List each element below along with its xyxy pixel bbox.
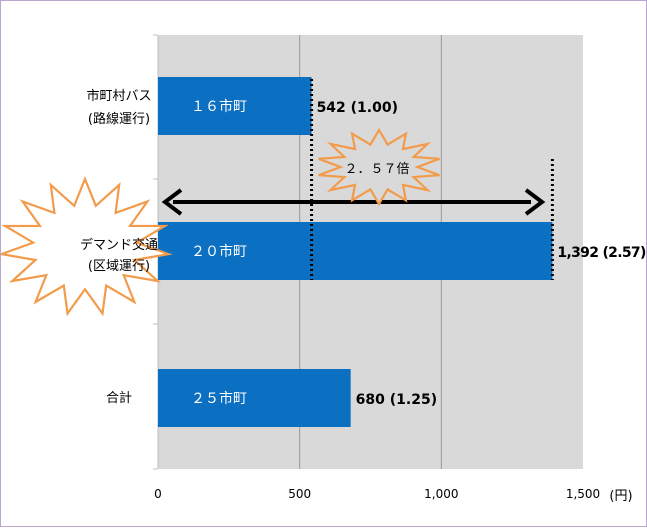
category-label-2-line1: 合計 <box>106 390 132 406</box>
bar-1 <box>158 222 553 280</box>
x-tick-label-2: 1,000 <box>424 487 458 501</box>
value-label-2: 680 (1.25) <box>356 392 437 408</box>
bar-0 <box>158 77 312 135</box>
annotation-burst <box>318 127 440 207</box>
arrow-head-left <box>161 188 183 216</box>
arrow-head-right <box>524 188 546 216</box>
category-label-1-line1: デマンド交通 <box>80 237 158 253</box>
x-unit-label: (円) <box>609 489 632 504</box>
bar-inner-label-2: ２５市町 <box>191 390 247 407</box>
category-highlight-burst <box>1 176 173 317</box>
bar-inner-label-1: ２０市町 <box>191 243 247 260</box>
x-tick-label-0: 0 <box>154 487 162 501</box>
x-tick-label-3: 1,500 <box>566 487 600 501</box>
annotation-label: ２．５７倍 <box>344 162 409 177</box>
value-label-0: 542 (1.00) <box>317 100 398 116</box>
bar-inner-label-0: １６市町 <box>191 98 247 115</box>
bar-2 <box>158 369 351 427</box>
category-label-0-line1: 市町村バス <box>86 88 151 104</box>
x-tick-label-1: 500 <box>288 487 311 501</box>
value-label-1: 1,392 (2.57) <box>557 245 646 261</box>
category-label-1-line2: (区域運行) <box>88 259 150 274</box>
category-label-0-line2: (路線運行) <box>88 111 150 127</box>
